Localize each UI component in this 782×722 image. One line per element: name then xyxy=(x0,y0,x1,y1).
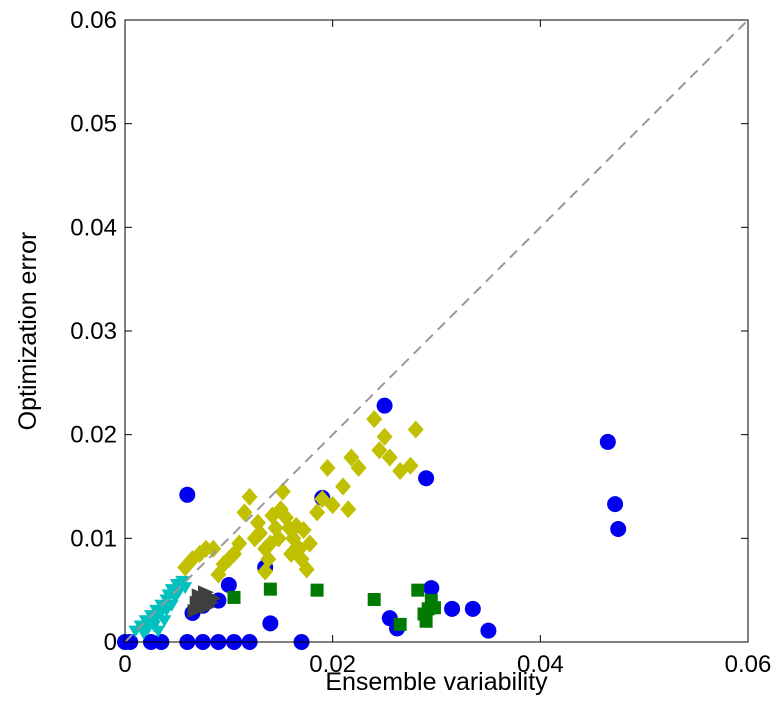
data-point-circle xyxy=(418,470,435,487)
data-point-diamond xyxy=(381,448,398,467)
data-point-triangle-down xyxy=(157,615,172,628)
data-point-diamond xyxy=(402,456,419,475)
data-point-triangle-down xyxy=(175,575,190,588)
data-point-square xyxy=(367,592,381,606)
data-point-circle xyxy=(464,600,481,617)
data-point-diamond xyxy=(371,441,388,460)
data-point-circle xyxy=(610,521,627,538)
data-point-triangle-down xyxy=(151,625,166,638)
data-point-circle xyxy=(376,397,393,414)
data-point-diamond xyxy=(274,482,291,501)
data-point-diamond xyxy=(231,534,248,553)
x-tick-label: 0.04 xyxy=(517,651,564,678)
data-point-circle xyxy=(262,615,279,632)
data-point-square xyxy=(411,583,425,597)
data-point-diamond xyxy=(340,500,357,519)
x-tick-label: 0 xyxy=(118,651,131,678)
data-point-square xyxy=(263,582,277,596)
y-tick-label: 0.06 xyxy=(70,7,117,34)
x-axis-label: Ensemble variability xyxy=(325,668,548,696)
y-tick-label: 0.03 xyxy=(70,318,117,345)
data-point-circle xyxy=(423,580,440,597)
data-point-square xyxy=(227,590,241,604)
data-point-triangle-right xyxy=(205,591,222,606)
data-point-circle xyxy=(599,433,616,450)
data-point-diamond xyxy=(366,410,383,429)
data-point-diamond xyxy=(324,496,341,515)
data-point-square xyxy=(427,601,441,615)
data-point-triangle-down xyxy=(178,582,193,595)
data-point-diamond xyxy=(251,524,268,543)
data-point-diamond xyxy=(319,458,336,477)
axis-ticks: 0 0.02 0.04 0.06 0 0.01 0.02 0.03 0.04 0.05 0.06 xyxy=(70,7,771,678)
data-point-square xyxy=(419,614,433,628)
data-point-circle xyxy=(607,496,624,513)
data-point-diamond xyxy=(205,539,222,558)
data-point-diamond xyxy=(407,420,424,439)
data-point-diamond xyxy=(298,560,315,579)
data-point-circle xyxy=(220,576,237,593)
data-point-diamond xyxy=(241,487,258,506)
reference-diagonal-line xyxy=(124,19,749,643)
data-point-diamond xyxy=(236,503,253,522)
x-tick-label: 0.06 xyxy=(725,651,772,678)
data-point-circle xyxy=(444,600,461,617)
data-point-diamond xyxy=(260,550,277,569)
data-point-diamond xyxy=(301,534,318,553)
y-tick-label: 0.05 xyxy=(70,111,117,138)
data-point-square xyxy=(310,583,324,597)
data-point-square xyxy=(393,617,407,631)
data-point-diamond xyxy=(343,448,360,467)
data-point-diamond xyxy=(376,427,393,446)
data-point-circle xyxy=(480,622,497,639)
data-point-diamond xyxy=(295,521,312,540)
data-point-circle xyxy=(179,486,196,503)
data-marks xyxy=(117,397,627,650)
data-point-diamond xyxy=(270,529,287,548)
x-tick-label: 0.02 xyxy=(309,651,356,678)
data-point-diamond xyxy=(309,503,326,522)
data-point-diamond xyxy=(350,458,367,477)
y-tick-label: 0.04 xyxy=(70,214,117,241)
y-axis-label: Optimization error xyxy=(14,232,42,431)
y-tick-label: 0 xyxy=(104,629,117,656)
y-tick-label: 0.01 xyxy=(70,525,117,552)
data-point-diamond xyxy=(335,477,352,496)
y-tick-label: 0.02 xyxy=(70,422,117,449)
